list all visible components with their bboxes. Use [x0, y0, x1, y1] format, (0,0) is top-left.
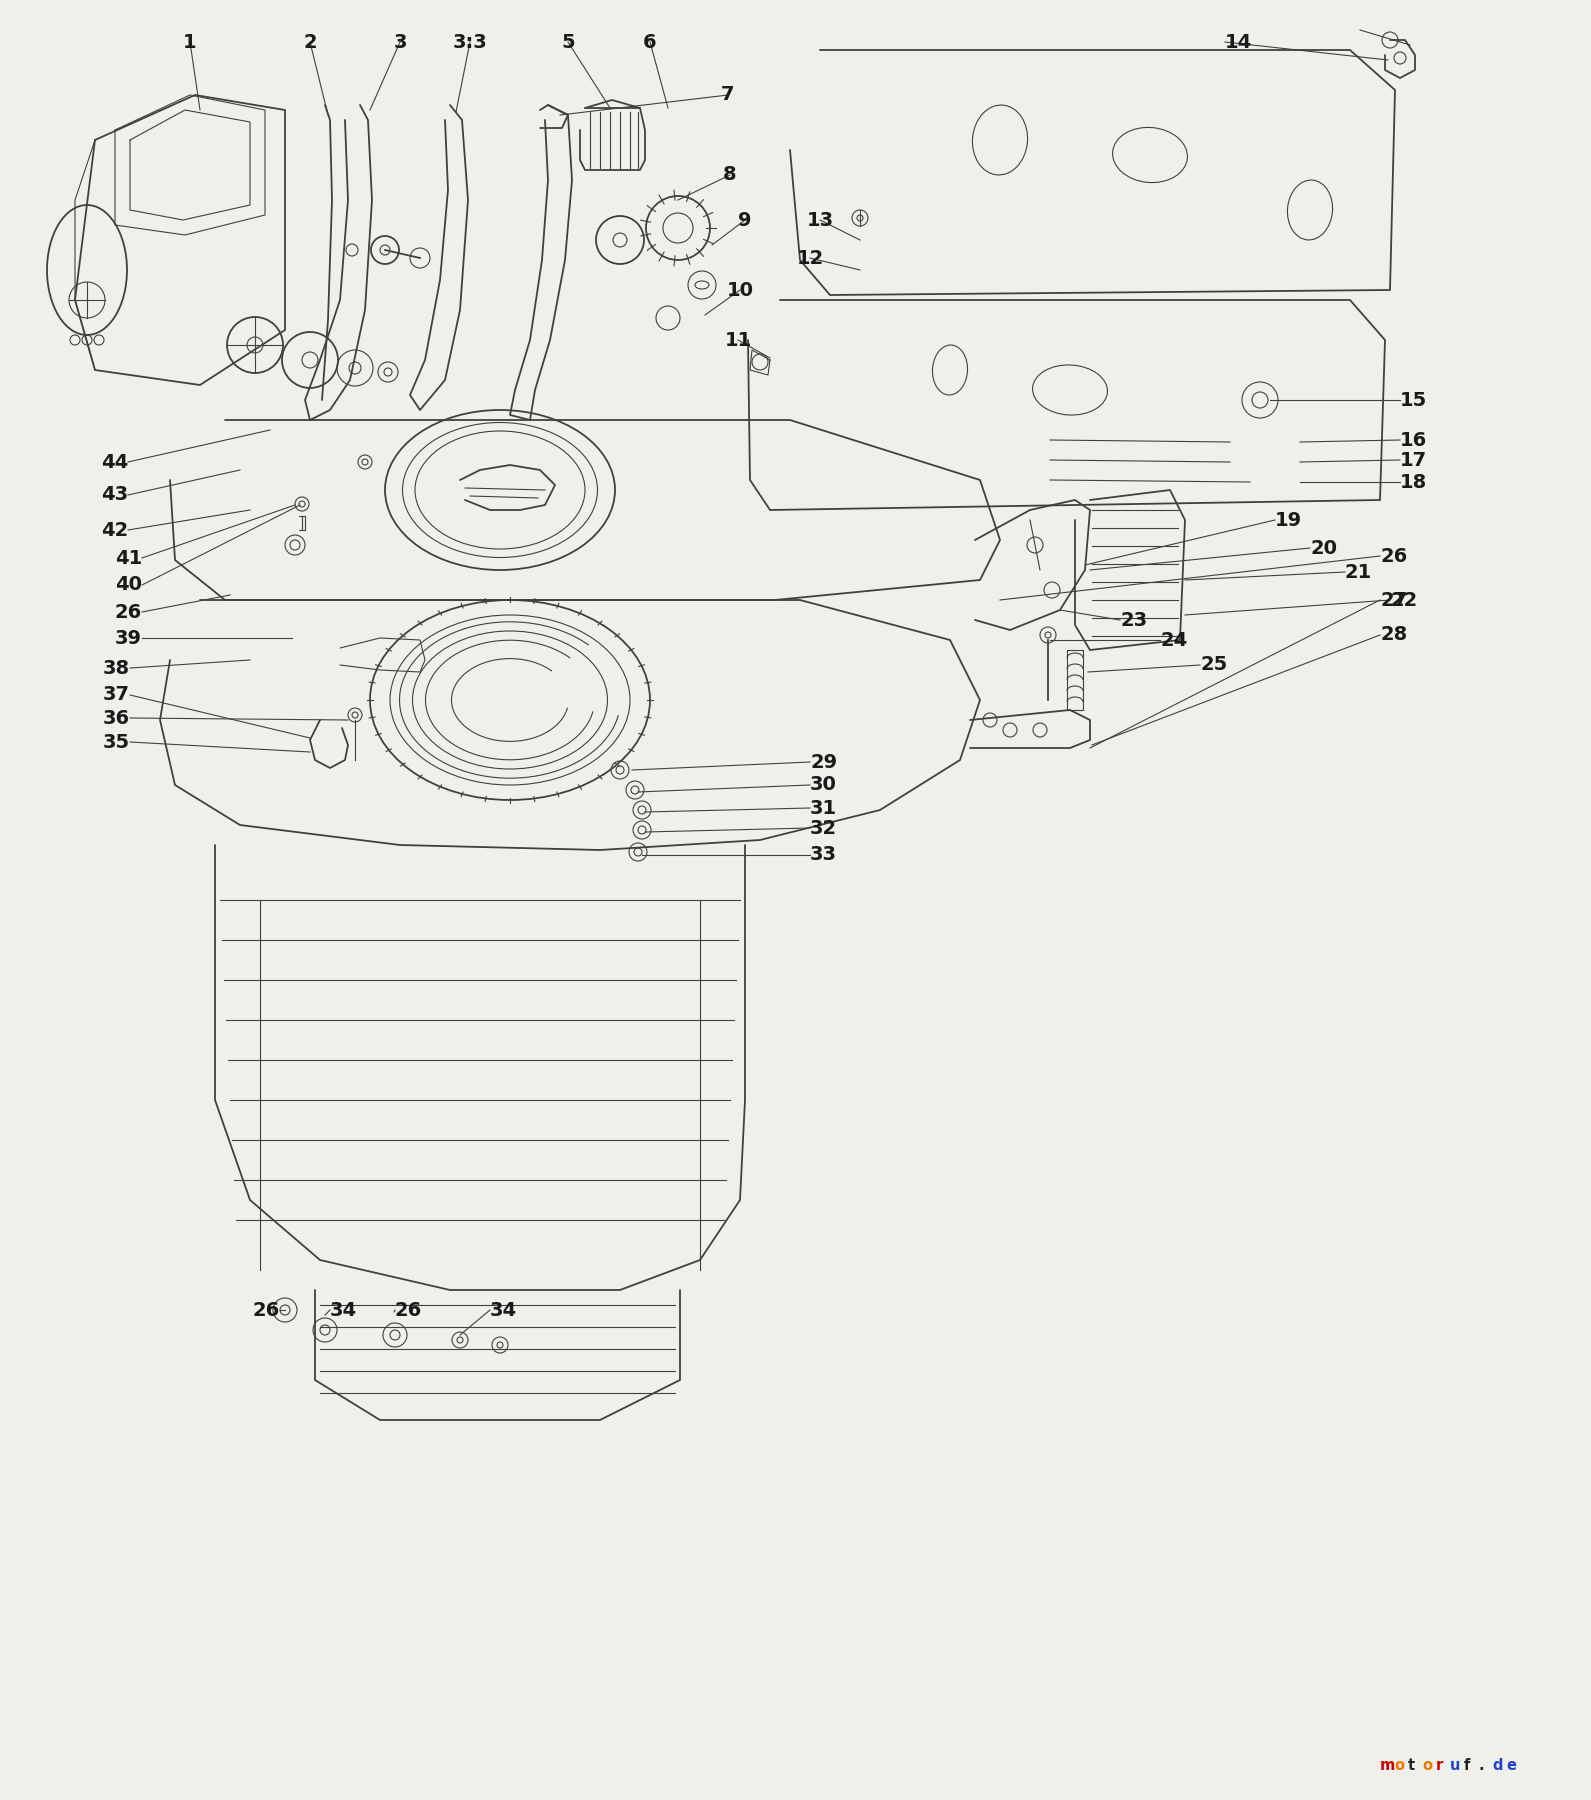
- Text: d: d: [1492, 1757, 1502, 1773]
- Text: 36: 36: [103, 709, 130, 727]
- Text: f: f: [1464, 1757, 1470, 1773]
- Text: 41: 41: [115, 549, 142, 567]
- Text: 11: 11: [724, 331, 751, 349]
- Text: 3:3: 3:3: [452, 32, 487, 52]
- Text: 16: 16: [1400, 430, 1427, 450]
- Text: 35: 35: [103, 733, 130, 752]
- Text: 2: 2: [304, 32, 317, 52]
- Text: 30: 30: [810, 776, 837, 794]
- Text: 8: 8: [724, 166, 737, 185]
- Text: m: m: [1379, 1757, 1395, 1773]
- Text: e: e: [1507, 1757, 1516, 1773]
- Text: 34: 34: [490, 1300, 517, 1319]
- Text: 26: 26: [115, 603, 142, 621]
- Text: .: .: [1478, 1757, 1484, 1773]
- Text: 25: 25: [1200, 655, 1227, 675]
- Text: 38: 38: [103, 659, 130, 677]
- Text: 13: 13: [807, 211, 834, 229]
- Text: 10: 10: [727, 281, 754, 299]
- Text: 18: 18: [1400, 472, 1427, 491]
- Text: 21: 21: [1344, 562, 1373, 581]
- Text: 27: 27: [1379, 590, 1406, 610]
- Text: 1: 1: [183, 32, 197, 52]
- Text: o: o: [1394, 1757, 1403, 1773]
- Text: 6: 6: [643, 32, 657, 52]
- Text: 43: 43: [100, 486, 127, 504]
- Text: 7: 7: [721, 85, 735, 104]
- Text: 14: 14: [1225, 32, 1252, 52]
- Text: 26: 26: [253, 1300, 280, 1319]
- Text: 9: 9: [738, 211, 753, 229]
- Text: 39: 39: [115, 628, 142, 648]
- Text: 44: 44: [100, 452, 127, 472]
- Text: 28: 28: [1379, 626, 1408, 644]
- Text: 12: 12: [797, 248, 824, 268]
- Text: 29: 29: [810, 752, 837, 772]
- Text: 20: 20: [1309, 538, 1336, 558]
- Text: 40: 40: [115, 576, 142, 594]
- Text: 26: 26: [395, 1300, 422, 1319]
- Text: 37: 37: [103, 686, 130, 704]
- Text: u: u: [1449, 1757, 1461, 1773]
- Text: 19: 19: [1274, 511, 1301, 529]
- Text: t: t: [1408, 1757, 1414, 1773]
- Text: o: o: [1422, 1757, 1432, 1773]
- Text: 23: 23: [1120, 610, 1147, 630]
- Text: 32: 32: [810, 819, 837, 837]
- Text: 31: 31: [810, 799, 837, 817]
- Text: 34: 34: [329, 1300, 356, 1319]
- Text: 42: 42: [100, 520, 127, 540]
- Text: 33: 33: [810, 846, 837, 864]
- Text: r: r: [1437, 1757, 1443, 1773]
- Text: 24: 24: [1160, 630, 1187, 650]
- Text: 15: 15: [1400, 391, 1427, 410]
- Text: 17: 17: [1400, 450, 1427, 470]
- Text: 3: 3: [393, 32, 407, 52]
- Text: 26: 26: [1379, 547, 1408, 565]
- Text: 22: 22: [1391, 590, 1418, 610]
- Text: 5: 5: [562, 32, 574, 52]
